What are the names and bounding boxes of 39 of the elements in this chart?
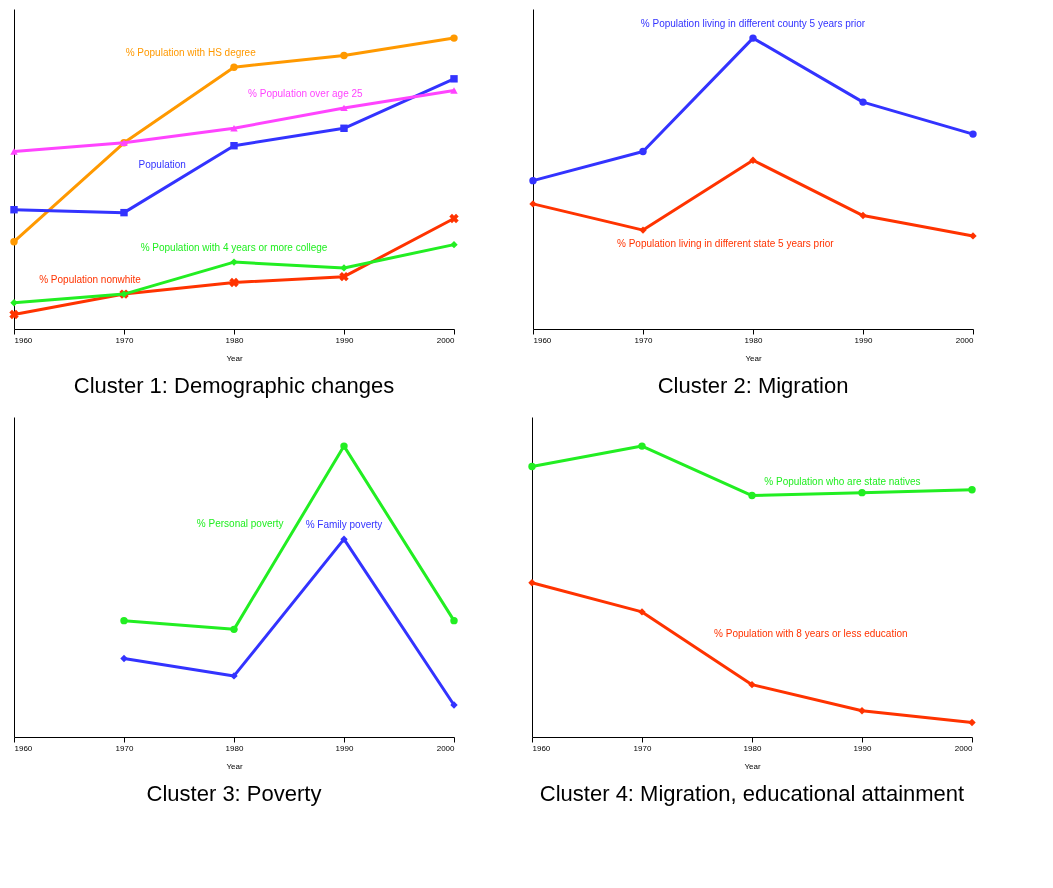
series-label: % Population who are state natives: [764, 475, 921, 487]
x-tick-label: 1970: [115, 743, 134, 753]
text: Cluster 3: Poverty: [146, 781, 322, 806]
x-tick-label: 2000: [954, 743, 974, 753]
series-label: % Population with 4 years or more college: [140, 242, 328, 254]
x-axis-title: Year: [744, 761, 761, 771]
series-label: Population: [138, 159, 186, 171]
series-label: % Population nonwhite: [39, 274, 142, 286]
x-tick-label: 1960: [14, 335, 33, 345]
series-label: % Population living in different county 5 years prior: [640, 18, 866, 30]
x-tick-label: 1960: [14, 743, 33, 753]
x-tick-label: 1990: [335, 743, 354, 753]
x-tick-label: 1970: [634, 335, 653, 345]
text: Cluster 4: Migration, educational attainment: [539, 781, 965, 806]
series-label: % Personal poverty: [196, 517, 284, 529]
series-label: % Population over age 25: [248, 87, 364, 99]
x-axis-title: Year: [745, 353, 762, 363]
x-tick-label: 1970: [633, 743, 652, 753]
x-tick-label: 2000: [436, 335, 456, 345]
x-axis-title: Year: [226, 353, 243, 363]
x-axis-title: Year: [226, 761, 243, 771]
x-tick-label: 1970: [115, 335, 134, 345]
x-tick-label: 1980: [743, 743, 762, 753]
x-tick-label: 2000: [436, 743, 456, 753]
x-tick-label: 1980: [744, 335, 763, 345]
x-tick-label: 2000: [955, 335, 975, 345]
text: Cluster 1: Demographic changes: [73, 373, 395, 398]
x-tick-label: 1990: [853, 743, 872, 753]
series-label: % Population with HS degree: [125, 47, 257, 59]
series-label: % Family poverty: [305, 519, 383, 531]
x-tick-label: 1990: [335, 335, 354, 345]
x-tick-label: 1980: [225, 335, 244, 345]
x-tick-label: 1990: [854, 335, 873, 345]
x-tick-label: 1980: [225, 743, 244, 753]
series-label: % Population living in different state 5 years prior: [617, 238, 835, 250]
x-tick-label: 1960: [533, 335, 552, 345]
text: Cluster 2: Migration: [657, 373, 849, 398]
series-label: % Population with 8 years or less education: [714, 628, 908, 640]
x-tick-label: 1960: [532, 743, 551, 753]
